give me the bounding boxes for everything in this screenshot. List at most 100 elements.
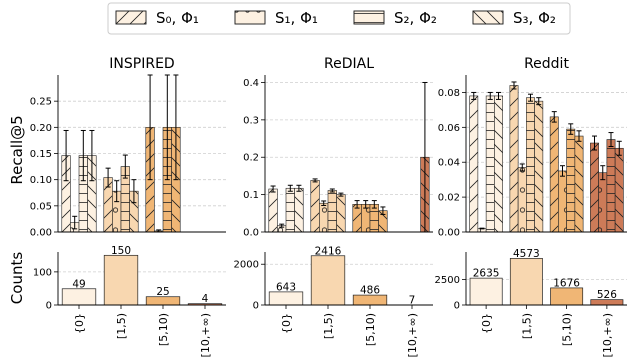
count-bar-0 [469, 277, 503, 306]
legend-label: S₁, Φ₁ [275, 9, 318, 27]
x-tick-label: [10,+∞) [406, 313, 419, 357]
bar-hatch [277, 225, 286, 232]
count-bar-1 [103, 254, 139, 306]
count-bar-1 [310, 255, 346, 306]
bar-hatch [606, 139, 616, 232]
y-tick-label: 0 [46, 301, 52, 312]
y-tick-label: 0.08 [438, 88, 460, 99]
count-label: 486 [360, 285, 380, 297]
panels: INSPIRED0.000.050.100.150.200.25ReDIAL0.… [30, 56, 627, 357]
counts-panel-2: 0 2500 2635 {0} 4573 [1,5) 1676 [5,10) 526 [10,+∞… [435, 248, 627, 357]
count-label: 49 [72, 278, 85, 290]
count-label: 150 [111, 245, 131, 257]
legend-label: S₂, Φ₂ [394, 9, 437, 27]
count-label: 4573 [513, 248, 540, 260]
count-label: 4 [202, 293, 209, 305]
legend-swatch-hatch [115, 10, 147, 25]
x-tick-label: [1,5) [115, 313, 128, 339]
x-tick-label: {0} [73, 313, 86, 334]
bar-hatch [494, 95, 503, 232]
bar-hatch [550, 116, 559, 232]
y-tick-label: 0.10 [30, 175, 52, 186]
bar-hatch [352, 204, 362, 232]
x-tick-label: {0} [280, 313, 293, 334]
legend-swatch-hatch [234, 10, 266, 25]
panel-title: ReDIAL [324, 56, 374, 72]
y-tick-label: 2000 [234, 260, 259, 271]
count-label: 7 [409, 294, 416, 306]
count-label: 2416 [315, 245, 342, 257]
bar-hatch [509, 85, 519, 232]
y-tick-label: 0.20 [30, 123, 52, 134]
x-tick-label: [10,+∞) [199, 313, 212, 357]
bar-hatch [534, 101, 543, 233]
bar-hatch [328, 190, 337, 232]
bar-hatch [103, 177, 113, 232]
panel-redial: ReDIAL 0.0 0.1 0.2 0.3 0.4 [243, 56, 433, 239]
bar-hatch [590, 143, 599, 232]
count-bar-0 [268, 291, 304, 306]
bar-hatch [615, 148, 624, 232]
bar-hatch [310, 180, 320, 232]
x-tick-label: {0} [480, 313, 493, 334]
count-bar-2 [550, 287, 584, 306]
bar-hatch [112, 191, 121, 232]
x-tick-label: [10,+∞) [601, 313, 614, 357]
y-tick-label: 2500 [435, 275, 460, 286]
bar-hatch [598, 172, 607, 232]
y-tick-label: 0.00 [30, 228, 52, 239]
bar-hatch [361, 204, 370, 232]
y-tick-label: 100 [33, 267, 52, 278]
legend-label: S₃, Φ₂ [513, 9, 556, 27]
count-label: 1676 [553, 277, 580, 289]
y-axis-label-counts: Counts [8, 252, 26, 305]
legend: S₀, Φ₁ S₁, Φ₁ S₂, Φ₂ S₃, Φ₂ [107, 2, 571, 35]
y-tick-label: 0.00 [438, 228, 460, 239]
count-label: 25 [156, 286, 169, 298]
bar-hatch [61, 155, 71, 232]
panel-title: INSPIRED [109, 56, 174, 72]
legend-entry-2: S₂, Φ₂ [353, 9, 437, 27]
bar-hatch [486, 95, 495, 232]
bar-hatch [469, 95, 478, 232]
bar-hatch [294, 188, 304, 232]
panel-title: Reddit [524, 56, 569, 72]
bar-hatch [378, 210, 388, 232]
count-label: 526 [597, 289, 617, 301]
bar-hatch [268, 189, 278, 232]
y-tick-label: 0.15 [30, 149, 52, 160]
bar-hatch [526, 97, 535, 232]
bar-hatch [370, 204, 379, 232]
y-tick-label: 0.4 [243, 78, 259, 89]
y-tick-label: 0.04 [438, 158, 460, 169]
count-bar-1 [509, 258, 543, 306]
legend-entry-3: S₃, Φ₂ [472, 9, 556, 27]
bar-hatch [336, 194, 346, 232]
y-tick-label: 0 [253, 301, 259, 312]
count-label: 2635 [473, 268, 500, 280]
x-tick-label: [5,10) [364, 313, 377, 346]
x-tick-label: [1,5) [322, 313, 335, 339]
panel-reddit: Reddit 0.00 0.02 0.04 0.06 0.08 [438, 56, 627, 239]
x-tick-label: [5,10) [157, 313, 170, 346]
x-tick-label: [1,5) [520, 313, 533, 339]
legend-entry-0: S₀, Φ₁ [115, 9, 199, 27]
x-tick-label: [5,10) [561, 313, 574, 346]
y-tick-label: 0.1 [243, 190, 259, 201]
bar-hatch [286, 188, 295, 232]
count-bar-0 [61, 288, 97, 306]
y-tick-label: 0.05 [30, 201, 52, 212]
bar-hatch [574, 136, 584, 232]
y-tick-label: 0.2 [243, 153, 259, 164]
bar-hatch [79, 155, 88, 232]
y-tick-label: 0.0 [243, 228, 259, 239]
legend-entry-1: S₁, Φ₁ [234, 9, 318, 27]
legend-swatch-hatch [472, 10, 504, 25]
y-tick-label: 0.06 [438, 123, 460, 134]
y-tick-label: 0.3 [243, 115, 259, 126]
bar-hatch [121, 166, 130, 232]
y-tick-label: 0 [454, 301, 460, 312]
bar-hatch [477, 228, 487, 232]
panel-inspired: INSPIRED 0.00 0.05 0.10 0.15 0.20 0.25 [30, 56, 226, 239]
legend-swatch-hatch [353, 10, 385, 25]
